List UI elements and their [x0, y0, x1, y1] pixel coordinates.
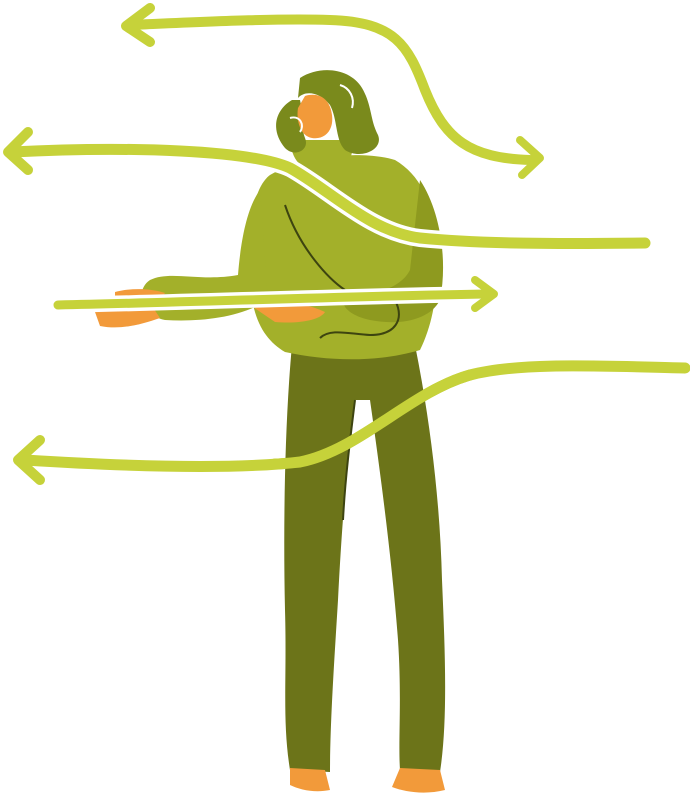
pants: [284, 345, 446, 772]
middle-arrow: [50, 276, 498, 313]
arrowhead-left-icon: [3, 127, 33, 175]
person-figure: [95, 70, 446, 793]
arrowhead-right-icon: [471, 276, 498, 312]
arrowhead-left-icon: [13, 435, 45, 485]
head: [276, 70, 379, 155]
top-arrow: [121, 3, 544, 179]
arrows-front-group: [3, 127, 654, 470]
right-shoe: [392, 768, 445, 793]
left-shoe: [290, 768, 330, 792]
arrowhead-left-icon: [121, 3, 155, 47]
arrowhead-right-icon: [516, 136, 544, 179]
second-arrow: [3, 127, 654, 253]
bottom-arrow-front: [269, 369, 476, 470]
